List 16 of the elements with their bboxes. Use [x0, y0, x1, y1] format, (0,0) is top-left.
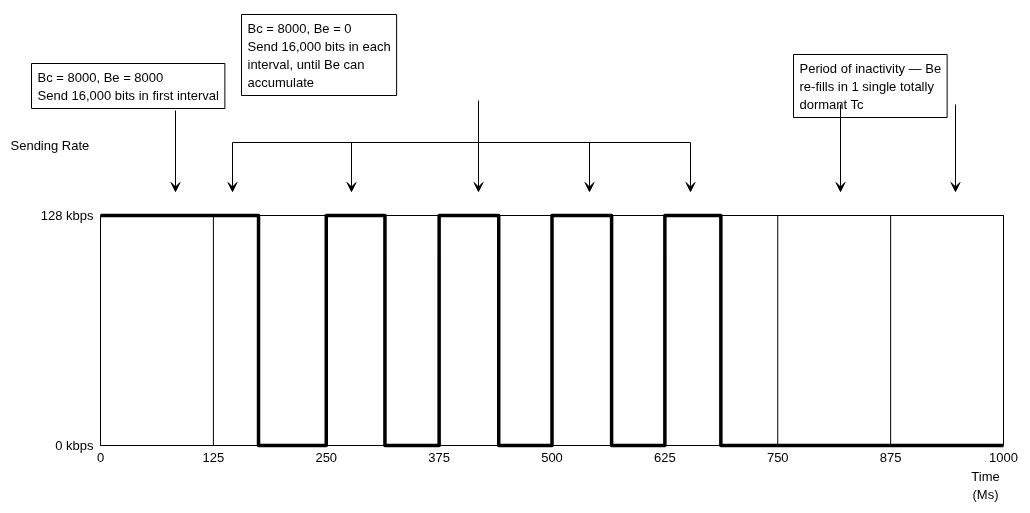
text: Bc = 8000, Be = 8000 Send 16,000 bits in first interval	[37, 69, 219, 103]
x-tick-label: 875	[879, 449, 902, 465]
text: Period of inactivity — Be re-fills in 1 single totally dormant Tc	[799, 60, 942, 112]
x-tick-label: 750	[766, 449, 789, 465]
x-tick-label: 125	[202, 449, 225, 465]
x-tick-label: 1000	[989, 449, 1018, 465]
y-axis-title: Sending Rate	[10, 138, 90, 153]
x-tick-label: 500	[541, 449, 563, 465]
x-tick-label: 375	[428, 449, 450, 465]
y-tick-label: 128 kbps	[40, 208, 94, 223]
x-axis-title: Time (Ms)	[971, 468, 1000, 502]
x-tick-label: 250	[315, 449, 338, 465]
text: Bc = 8000, Be = 0 Send 16,000 bits in each interval, until Be can accumulate	[247, 20, 391, 90]
y-tick-label: 0 kbps	[55, 438, 94, 453]
x-tick-label: 0	[96, 449, 105, 465]
x-tick-label: 625	[654, 449, 676, 465]
